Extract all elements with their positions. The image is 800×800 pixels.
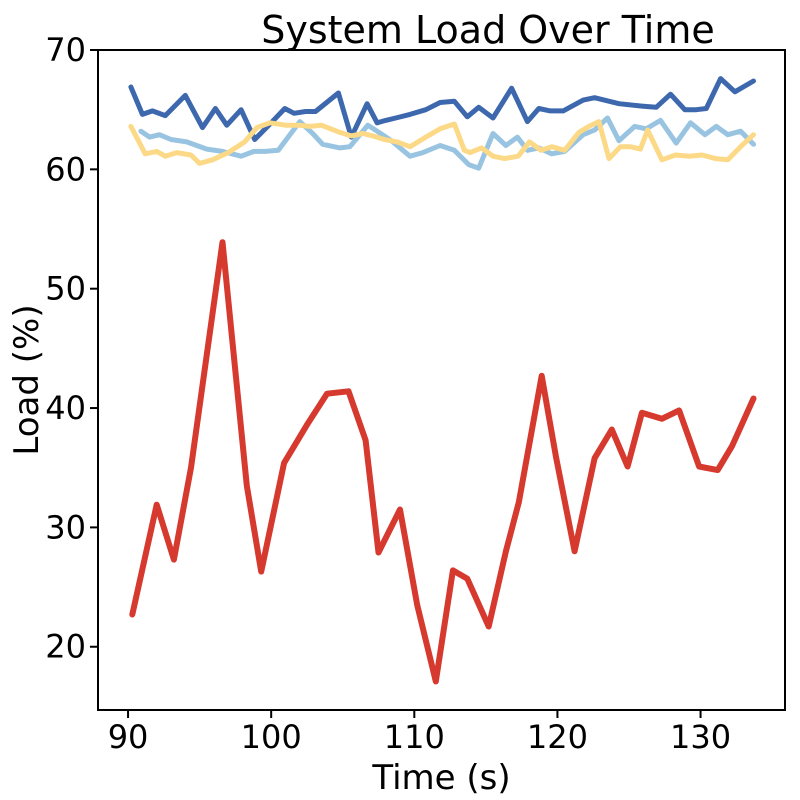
x-axis-label: Time (s) [372,758,511,798]
x-tick-label: 100 [241,718,302,756]
x-tick-label: 110 [384,718,445,756]
series-line-load-series-dark-blue [128,76,756,142]
series-line-load-series-light-blue [138,115,756,171]
plot-border [97,49,786,711]
y-tick-label: 40 [45,389,86,427]
x-tick-label: 90 [108,718,149,756]
series-line-load-series-red [129,239,757,685]
chart-title-wrap: System Load Over Time [0,8,800,52]
y-tick-label: 70 [45,31,86,69]
chart-title: System Load Over Time [261,8,715,52]
y-tick-label: 20 [45,628,86,666]
x-tick-label: 120 [527,718,588,756]
x-tick-label: 130 [670,718,731,756]
y-tick-label: 50 [45,270,86,308]
series-line-load-series-yellow [128,119,756,166]
y-tick-label: 60 [45,150,86,188]
y-tick-label: 30 [45,508,86,546]
